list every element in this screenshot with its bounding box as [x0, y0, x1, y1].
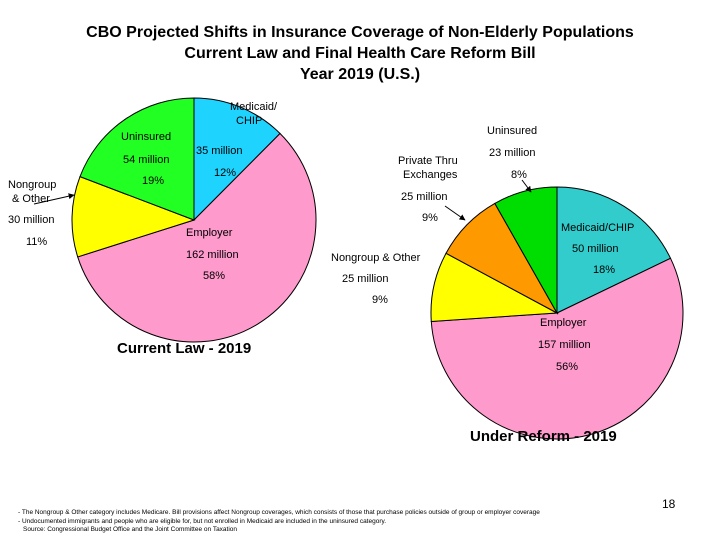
reform-exchanges-amount: 25 million: [401, 191, 447, 203]
current-law-chart-title: Current Law - 2019: [117, 340, 251, 357]
current-medicaid-percent: 12%: [214, 167, 236, 179]
footnote-3: Source: Congressional Budget Office and …: [23, 526, 238, 534]
current-uninsured-amount: 54 million: [123, 154, 169, 166]
under-reform-chart-title: Under Reform - 2019: [470, 428, 617, 445]
reform-uninsured-label: Uninsured: [487, 125, 537, 137]
reform-nongroup-label: Nongroup & Other: [331, 252, 421, 264]
reform-uninsured-arrow: [521, 179, 532, 193]
current-nongroup-percent: 11%: [26, 236, 47, 248]
current-slice-nongroup-and-other: [71, 175, 196, 258]
title-line-2: Current Law and Final Health Care Reform…: [184, 45, 536, 62]
chart-title: CBO Projected Shifts in Insurance Covera…: [0, 22, 720, 85]
reform-exchanges-arrow: [444, 205, 466, 221]
reform-nongroup-amount: 25 million: [342, 273, 388, 285]
reform-exchanges-percent: 9%: [422, 212, 438, 224]
reform-uninsured-amount: 23 million: [489, 147, 535, 159]
reform-medicaid-percent: 18%: [593, 264, 615, 276]
reform-slice-medicaid-chip: [556, 186, 672, 314]
current-law-pie: [71, 97, 317, 343]
reform-slice-employer: [430, 257, 684, 440]
reform-slice-uninsured: [494, 186, 558, 315]
footnote-1: - The Nongroup & Other category includes…: [18, 509, 540, 516]
current-medicaid-amount: 35 million: [196, 145, 242, 157]
reform-nongroup-percent: 9%: [372, 294, 388, 306]
current-employer-label: Employer: [186, 227, 233, 239]
current-medicaid-label-1: Medicaid/: [230, 101, 278, 113]
reform-employer-amount: 157 million: [538, 339, 591, 351]
reform-medicaid-label: Medicaid/CHIP: [561, 222, 634, 234]
current-slice-employer: [77, 132, 317, 343]
current-medicaid-label-2: CHIP: [236, 115, 262, 127]
current-uninsured-percent: 19%: [142, 175, 164, 187]
current-nongroup-label-2: & Other: [12, 193, 50, 205]
footnotes: - The Nongroup & Other category includes…: [18, 509, 698, 535]
under-reform-pie: [430, 186, 684, 440]
current-slice-uninsured: [79, 97, 195, 221]
reform-exchanges-label-1: Private Thru: [398, 155, 458, 167]
reform-employer-label: Employer: [540, 317, 587, 329]
title-line-1: CBO Projected Shifts in Insurance Covera…: [86, 24, 634, 41]
current-slice-medicaid-chip: [193, 97, 281, 222]
current-employer-amount: 162 million: [186, 249, 239, 261]
current-nongroup-arrow: [33, 193, 75, 205]
current-uninsured-label: Uninsured: [121, 131, 171, 143]
page-number: 18: [662, 497, 676, 511]
current-nongroup-label-1: Nongroup: [8, 179, 56, 191]
footnote-2: - Undocumented immigrants and people who…: [18, 517, 387, 525]
title-line-3: Year 2019 (U.S.): [299, 66, 421, 83]
current-employer-percent: 58%: [203, 270, 225, 282]
current-nongroup-amount: 30 million: [8, 214, 54, 226]
reform-medicaid-amount: 50 million: [572, 243, 618, 255]
reform-uninsured-percent: 8%: [511, 169, 527, 181]
reform-exchanges-label-2: Exchanges: [403, 169, 458, 181]
reform-employer-percent: 56%: [556, 361, 578, 373]
